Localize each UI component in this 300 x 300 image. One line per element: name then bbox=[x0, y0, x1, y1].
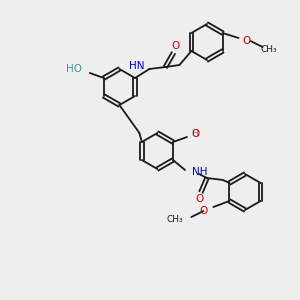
Text: O: O bbox=[195, 194, 203, 204]
Text: O: O bbox=[171, 41, 179, 51]
Text: H: H bbox=[192, 128, 198, 137]
Text: O: O bbox=[199, 206, 207, 216]
Text: CH₃: CH₃ bbox=[167, 214, 183, 224]
Text: HO: HO bbox=[66, 64, 82, 74]
Text: HN: HN bbox=[129, 61, 144, 71]
Text: O: O bbox=[242, 36, 251, 46]
Text: NH: NH bbox=[192, 167, 208, 177]
Text: CH₃: CH₃ bbox=[260, 44, 277, 53]
Text: O: O bbox=[191, 129, 199, 139]
